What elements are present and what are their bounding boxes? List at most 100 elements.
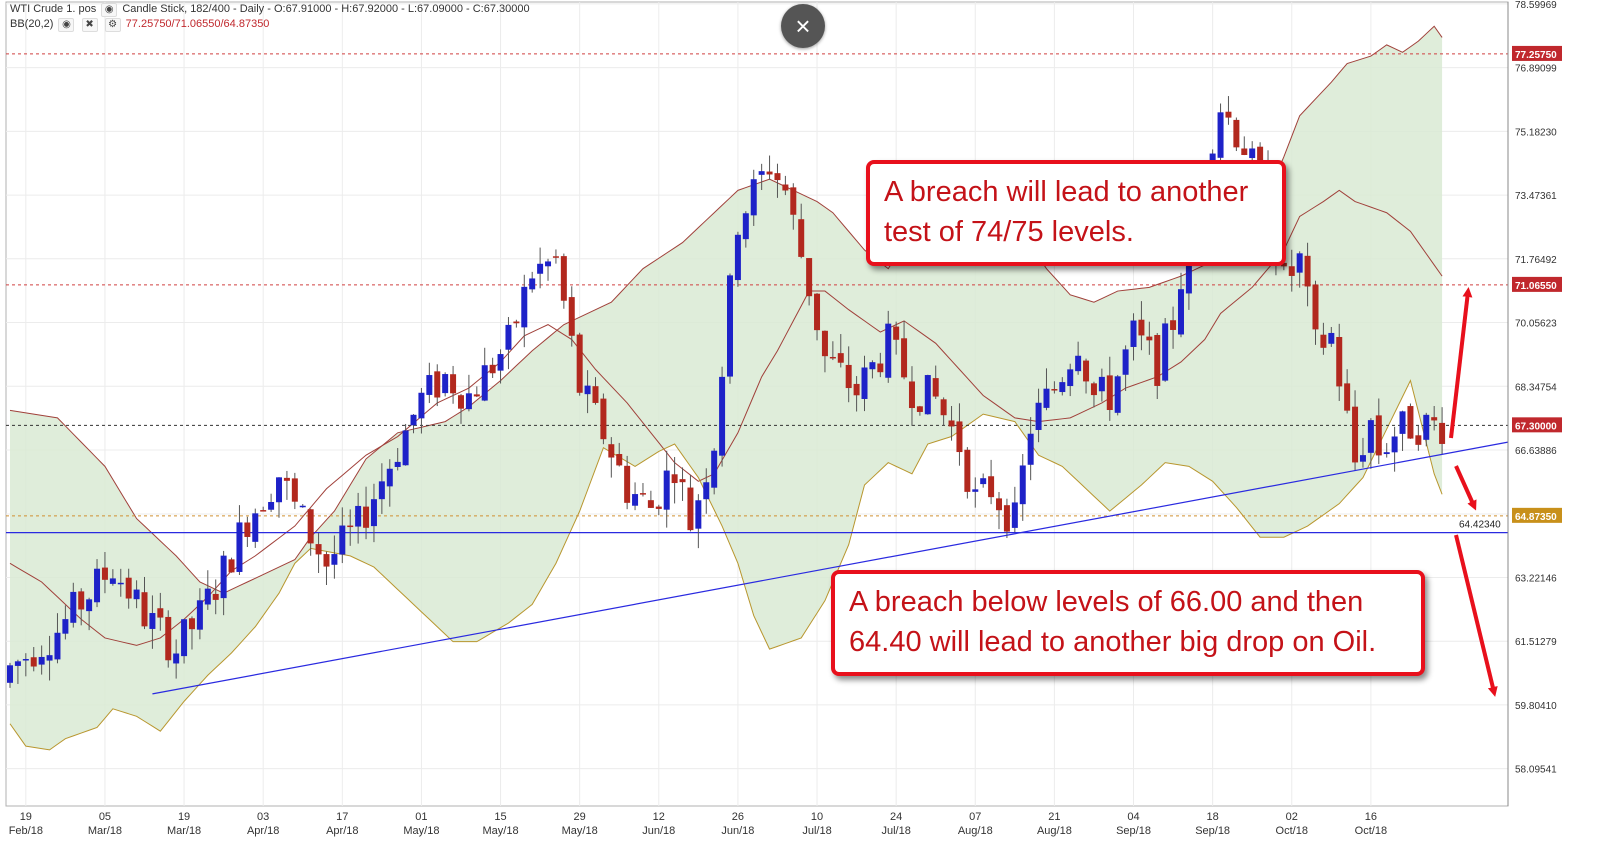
- x-tick-month: Jul/18: [881, 825, 910, 837]
- candle-up: [727, 275, 733, 377]
- candle-down: [552, 256, 559, 258]
- price-badge: [1512, 507, 1562, 523]
- candle-up: [750, 179, 757, 216]
- candle-down: [893, 326, 900, 340]
- candle-down: [228, 559, 235, 573]
- candle-down: [1233, 119, 1240, 148]
- candle-up: [299, 505, 306, 508]
- candle-up: [402, 430, 409, 466]
- candle-up: [529, 278, 536, 290]
- candle-down: [837, 353, 844, 363]
- symbol-label: WTI Crude 1. pos: [10, 3, 97, 15]
- candle-up: [632, 494, 639, 506]
- candle-up: [1122, 349, 1129, 375]
- x-tick-day: 19: [178, 811, 190, 823]
- candle-down: [798, 219, 805, 257]
- close-button[interactable]: ×: [781, 4, 825, 48]
- x-tick-day: 19: [20, 811, 32, 823]
- candle-up: [86, 599, 93, 612]
- candle-up: [1399, 411, 1406, 434]
- y-tick-label: 59.80410: [1515, 701, 1557, 712]
- x-tick-month: Sep/18: [1195, 825, 1230, 837]
- candle-down: [125, 577, 132, 599]
- candle-up: [442, 374, 449, 394]
- y-tick-label: 70.05623: [1515, 319, 1557, 330]
- gear-icon[interactable]: ⚙: [104, 18, 121, 32]
- candle-up: [1059, 382, 1066, 393]
- candle-down: [639, 493, 646, 495]
- candle-down: [616, 454, 623, 466]
- candle-up: [426, 375, 433, 395]
- indicator-label: BB(20,2): [10, 18, 54, 30]
- annotation-arrows: [1449, 287, 1498, 697]
- candle-down: [608, 444, 615, 458]
- candle-up: [663, 470, 670, 510]
- candle-up: [276, 477, 283, 503]
- candle-up: [38, 656, 45, 665]
- callout-bottom: A breach below levels of 66.00 and then …: [831, 570, 1425, 676]
- candle-up: [758, 171, 765, 175]
- candle-down: [1320, 334, 1327, 348]
- candle-down: [1225, 111, 1232, 118]
- candle-down: [1154, 334, 1161, 386]
- candle-down: [307, 509, 314, 544]
- candle-down: [212, 593, 219, 600]
- candle-up: [204, 588, 211, 605]
- candle-down: [600, 398, 607, 440]
- x-tick-day: 16: [1365, 811, 1377, 823]
- candle-down: [450, 374, 457, 394]
- chart-details: Candle Stick, 182/400 - Daily - O:67.910…: [122, 3, 530, 15]
- candle-down: [916, 406, 923, 412]
- candle-up: [1367, 420, 1374, 453]
- price-badge-label: 64.87350: [1515, 512, 1557, 523]
- rising-trendline: [152, 441, 1509, 695]
- x-tick-day: 01: [415, 811, 427, 823]
- x-tick-month: Apr/18: [247, 825, 279, 837]
- x-tick-month: May/18: [403, 825, 439, 837]
- candle-up: [173, 653, 180, 664]
- price-badge-label: 71.06550: [1515, 281, 1557, 292]
- remove-icon[interactable]: ✖: [81, 18, 98, 32]
- candle-up: [742, 213, 749, 240]
- candle-down: [1106, 375, 1113, 411]
- candle-up: [1423, 414, 1430, 440]
- candle-down: [1257, 146, 1264, 173]
- candle-up: [861, 367, 868, 399]
- candle-up: [133, 589, 140, 600]
- candle-up: [695, 500, 702, 529]
- x-tick-day: 02: [1286, 811, 1298, 823]
- x-tick-month: Oct/18: [1276, 825, 1308, 837]
- candle-up: [236, 522, 243, 572]
- candle-up: [46, 655, 53, 661]
- candle-down: [323, 554, 330, 567]
- price-badge-label: 67.30000: [1515, 421, 1557, 432]
- candle-up: [1075, 355, 1082, 372]
- red-arrow: [1449, 287, 1473, 439]
- candle-down: [956, 421, 963, 453]
- candle-down: [78, 591, 85, 610]
- x-tick-day: 29: [574, 811, 586, 823]
- candle-down: [853, 383, 860, 396]
- candle-up: [1383, 452, 1390, 455]
- candle-down: [457, 395, 464, 409]
- candle-down: [30, 657, 37, 667]
- x-tick-month: Oct/18: [1355, 825, 1387, 837]
- candle-down: [687, 487, 694, 531]
- candle-down: [434, 371, 441, 398]
- x-tick-month: Jul/18: [802, 825, 831, 837]
- candle-down: [1003, 505, 1010, 532]
- candle-down: [1090, 383, 1097, 396]
- candle-up: [394, 461, 401, 467]
- candle-up: [14, 661, 21, 666]
- candle-up: [70, 591, 77, 623]
- candle-down: [806, 258, 813, 297]
- candle-down: [988, 476, 995, 498]
- x-tick-month: Sep/18: [1116, 825, 1151, 837]
- candle-up: [465, 393, 472, 410]
- candle-down: [283, 477, 290, 481]
- eye-icon[interactable]: ◉: [101, 3, 118, 17]
- candle-up: [885, 323, 892, 378]
- eye-icon[interactable]: ◉: [58, 18, 75, 32]
- x-tick-day: 15: [494, 811, 506, 823]
- candle-up: [1035, 402, 1042, 430]
